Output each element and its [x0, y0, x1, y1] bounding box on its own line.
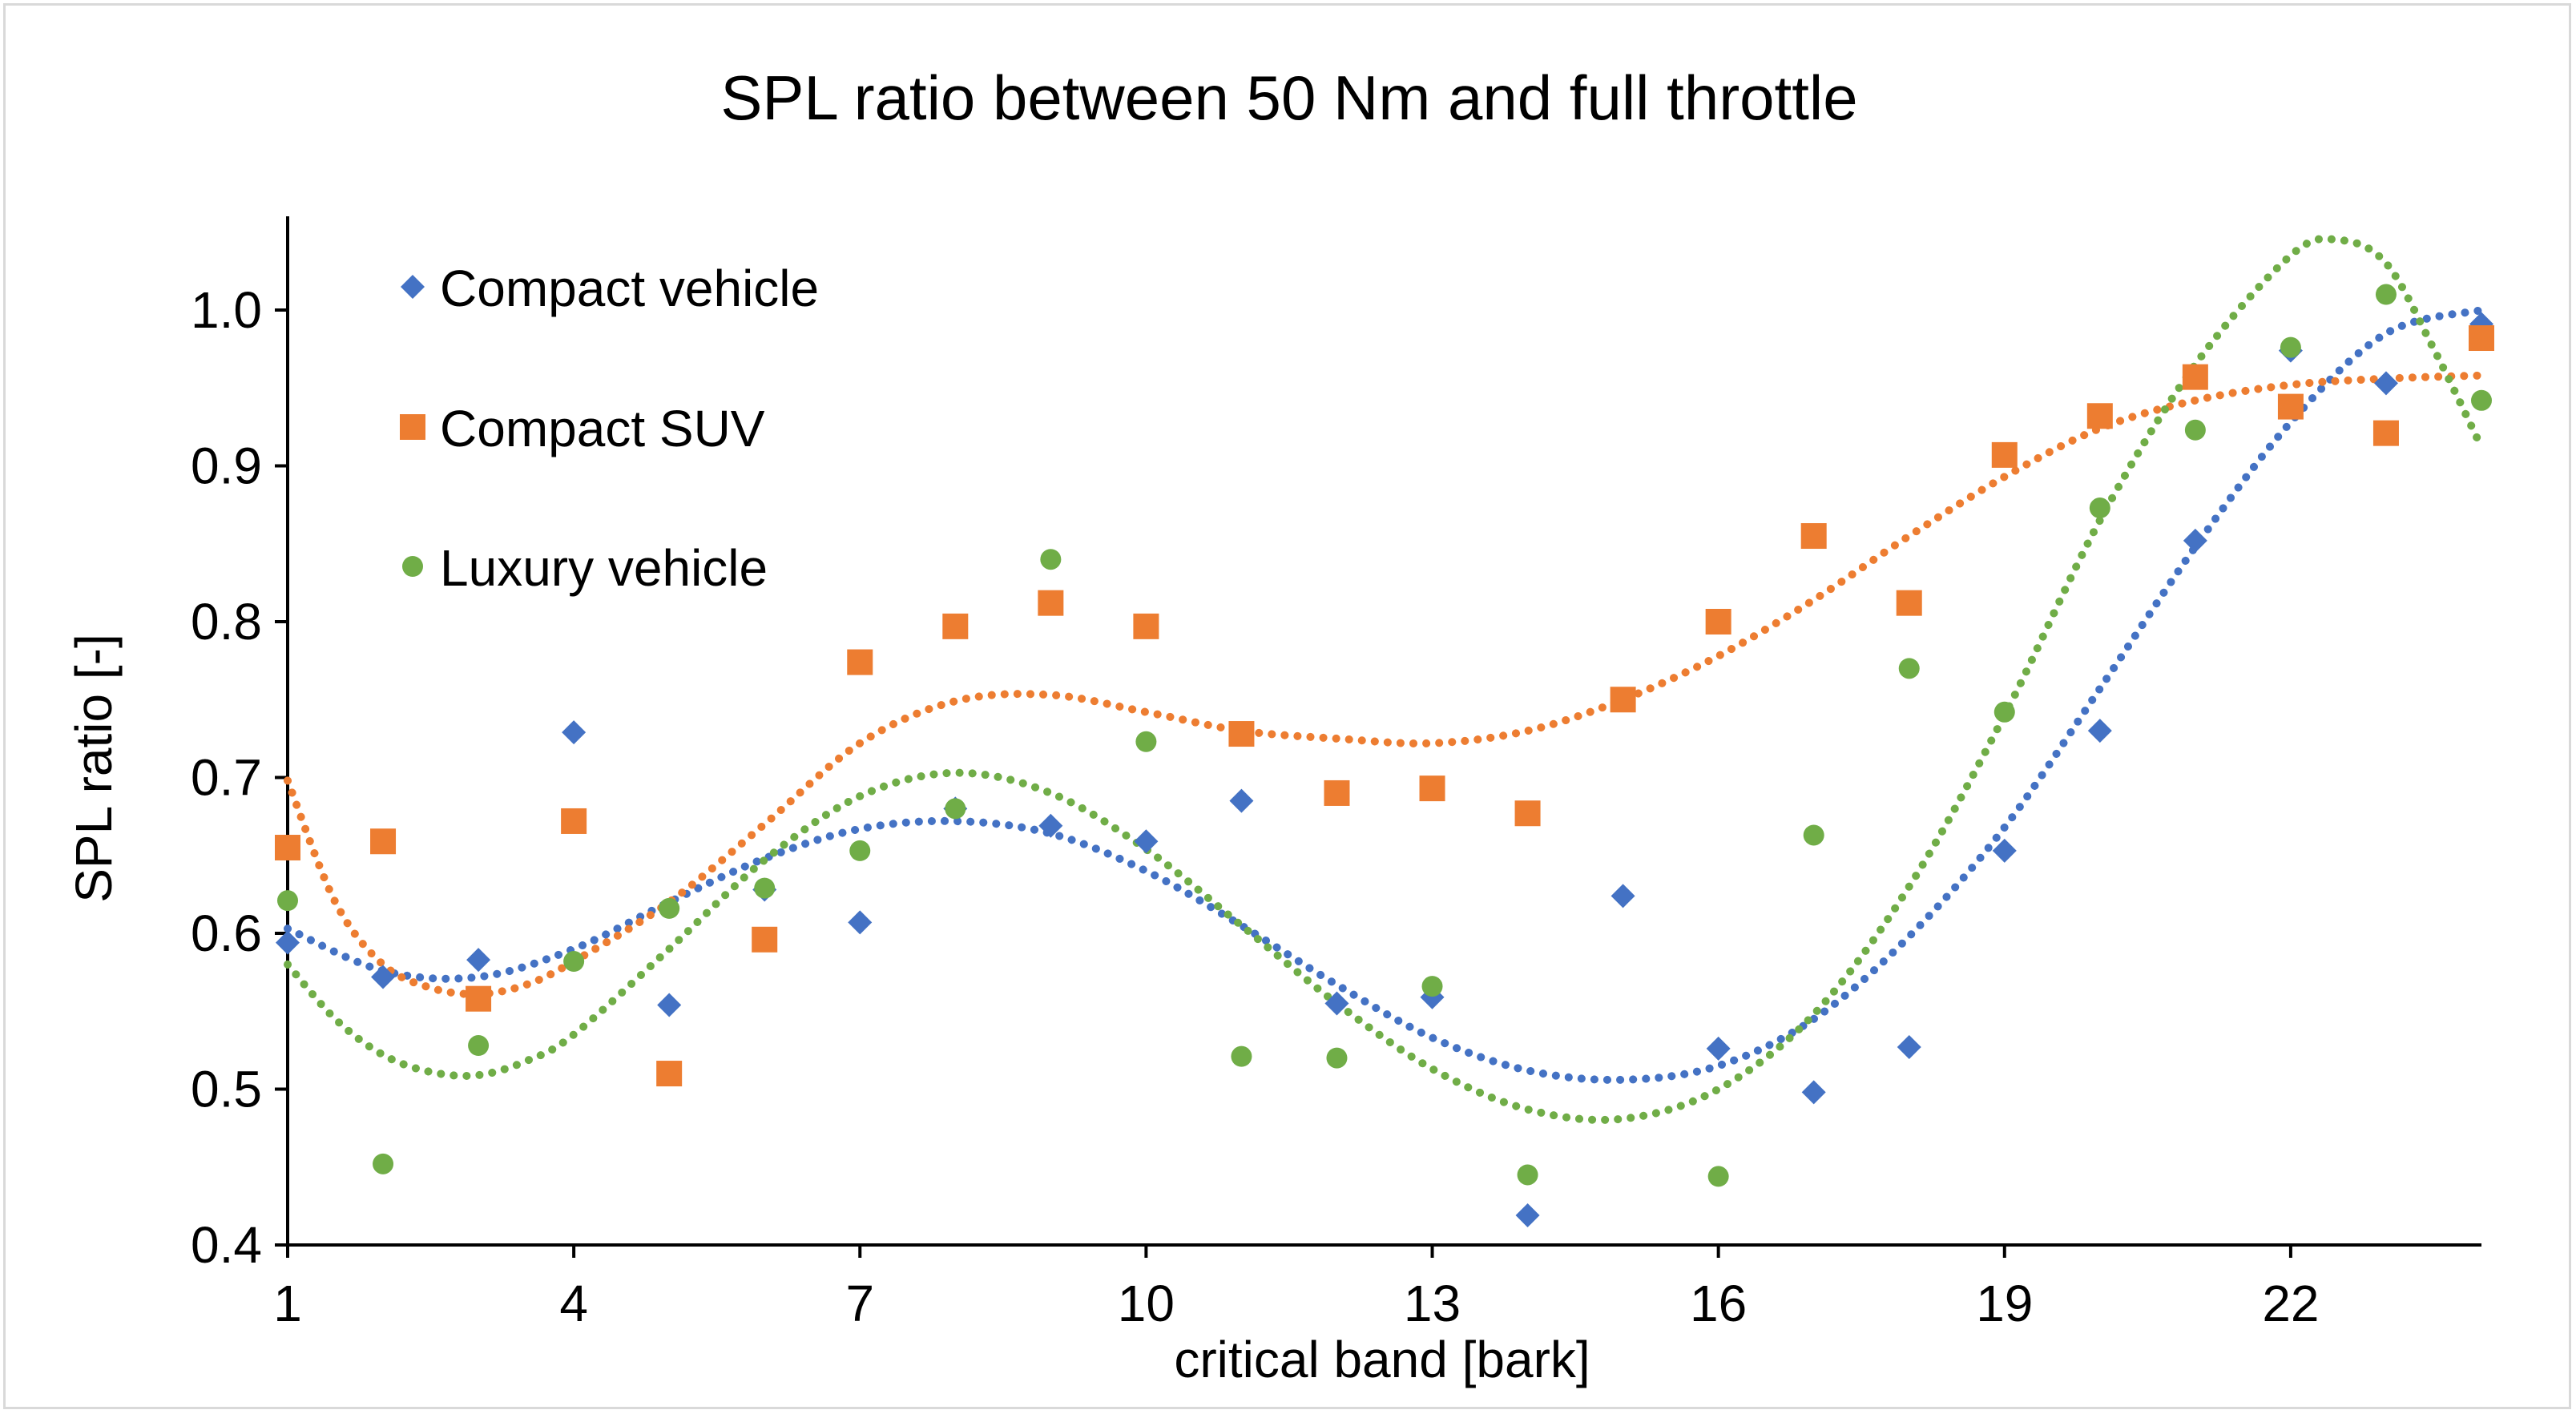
data-point-luxury-vehicle [1803, 824, 1824, 846]
data-point-compact-vehicle [1038, 813, 1063, 838]
trendline-luxury-vehicle [284, 235, 2485, 1124]
data-point-luxury-vehicle [468, 1035, 490, 1057]
data-point-luxury-vehicle [1326, 1047, 1348, 1069]
data-point-compact-suv [2277, 393, 2304, 420]
y-tick-label: 0.5 [191, 1061, 262, 1118]
chart-svg: SPL ratio between 50 Nm and full throttl… [65, 62, 2494, 1388]
data-point-compact-vehicle [1611, 884, 1635, 908]
legend-label-compact-vehicle: Compact vehicle [440, 260, 819, 317]
legend-marker-luxury-vehicle [402, 556, 423, 577]
data-point-compact-suv [2469, 325, 2494, 352]
x-tick-label: 16 [1690, 1275, 1747, 1332]
data-point-compact-suv [656, 1061, 683, 1087]
x-tick-label: 22 [2262, 1275, 2319, 1332]
legend-marker-compact-vehicle [401, 275, 425, 299]
data-point-compact-suv [370, 828, 397, 855]
data-point-compact-vehicle [1134, 829, 1159, 854]
y-tick-label: 0.6 [191, 904, 262, 962]
data-point-luxury-vehicle [563, 951, 585, 973]
data-point-compact-vehicle [1897, 1034, 1921, 1059]
data-point-compact-suv [1514, 800, 1541, 827]
data-point-compact-vehicle [466, 948, 491, 973]
y-tick-label: 1.0 [191, 281, 262, 339]
data-point-compact-vehicle [276, 930, 300, 955]
data-point-luxury-vehicle [1707, 1166, 1729, 1187]
data-point-compact-suv [1228, 721, 1255, 747]
data-point-compact-vehicle [2373, 371, 2398, 396]
data-point-compact-suv [561, 808, 587, 834]
data-point-luxury-vehicle [849, 840, 871, 861]
chart-frame: SPL ratio between 50 Nm and full throttl… [3, 3, 2571, 1409]
data-point-compact-vehicle [1992, 838, 2017, 863]
data-point-compact-suv [942, 613, 969, 639]
data-point-luxury-vehicle [1135, 731, 1157, 752]
x-tick-label: 7 [845, 1275, 874, 1332]
data-point-compact-vehicle [2087, 719, 2112, 743]
axis-ticks: 0.4 0.5 0.6 0.7 0.8 0.9 1.0 1 4 7 10 13 16 19 22 [191, 281, 2319, 1332]
data-point-luxury-vehicle [1231, 1045, 1252, 1067]
data-point-compact-suv [847, 649, 873, 675]
data-point-compact-suv [1419, 775, 1445, 802]
data-point-luxury-vehicle [2375, 284, 2397, 305]
x-tick-label: 10 [1118, 1275, 1175, 1332]
data-point-compact-vehicle [657, 993, 682, 1017]
x-tick-label: 13 [1404, 1275, 1461, 1332]
trendline-compact-vehicle [284, 306, 2485, 1084]
data-point-compact-suv [1896, 590, 1922, 616]
data-point-compact-suv [1133, 613, 1159, 639]
data-point-compact-suv [2086, 403, 2113, 429]
data-markers [275, 284, 2494, 1228]
x-axis-label: critical band [bark] [1174, 1331, 1590, 1388]
y-tick-label: 0.9 [191, 437, 262, 495]
data-point-compact-suv [1705, 609, 1731, 634]
data-point-compact-suv [2372, 420, 2399, 446]
data-point-compact-suv [275, 835, 300, 861]
data-point-compact-vehicle [1229, 788, 1254, 813]
data-point-luxury-vehicle [2280, 336, 2301, 358]
data-point-luxury-vehicle [754, 877, 776, 899]
y-tick-label: 0.8 [191, 593, 262, 651]
x-tick-label: 4 [559, 1275, 588, 1332]
data-point-compact-vehicle [1324, 991, 1349, 1016]
data-point-compact-vehicle [1801, 1080, 1826, 1105]
data-point-compact-suv [466, 985, 492, 1012]
data-point-compact-suv [1038, 590, 1064, 616]
trendlines [284, 235, 2485, 1124]
legend-label-compact-suv: Compact SUV [440, 400, 765, 457]
data-point-luxury-vehicle [1421, 976, 1443, 997]
data-point-luxury-vehicle [2471, 389, 2492, 411]
data-point-luxury-vehicle [1993, 701, 2015, 723]
y-tick-label: 0.4 [191, 1216, 262, 1274]
data-point-compact-vehicle [1515, 1203, 1540, 1228]
data-point-luxury-vehicle [1040, 549, 1062, 570]
data-point-compact-vehicle [371, 965, 396, 989]
data-point-luxury-vehicle [373, 1153, 394, 1174]
data-point-compact-suv [1800, 523, 1827, 550]
data-point-luxury-vehicle [2089, 498, 2110, 519]
trendline-compact-suv [284, 371, 2485, 998]
data-point-luxury-vehicle [277, 890, 298, 912]
data-point-luxury-vehicle [2184, 419, 2206, 441]
data-point-luxury-vehicle [659, 897, 680, 919]
data-point-compact-suv [1324, 780, 1350, 806]
data-point-compact-suv [2182, 364, 2208, 390]
data-point-compact-vehicle [1706, 1036, 1731, 1061]
legend-marker-compact-suv [400, 414, 425, 440]
data-point-luxury-vehicle [1517, 1164, 1538, 1186]
x-tick-label: 19 [1976, 1275, 2033, 1332]
data-point-compact-vehicle [2183, 528, 2207, 553]
data-point-compact-vehicle [562, 720, 587, 745]
data-point-compact-vehicle [848, 910, 873, 935]
data-point-compact-suv [1991, 441, 2018, 468]
legend: Compact vehicle Compact SUV Luxury vehicle [400, 260, 819, 597]
y-axis-label: SPL ratio [-] [65, 634, 123, 903]
data-point-luxury-vehicle [1898, 658, 1920, 679]
x-tick-label: 1 [273, 1275, 302, 1332]
data-point-compact-suv [752, 926, 778, 953]
legend-label-luxury-vehicle: Luxury vehicle [440, 539, 768, 597]
data-point-luxury-vehicle [945, 798, 966, 820]
chart-title: SPL ratio between 50 Nm and full throttl… [720, 62, 1857, 133]
data-point-compact-suv [1610, 687, 1636, 713]
y-tick-label: 0.7 [191, 749, 262, 807]
